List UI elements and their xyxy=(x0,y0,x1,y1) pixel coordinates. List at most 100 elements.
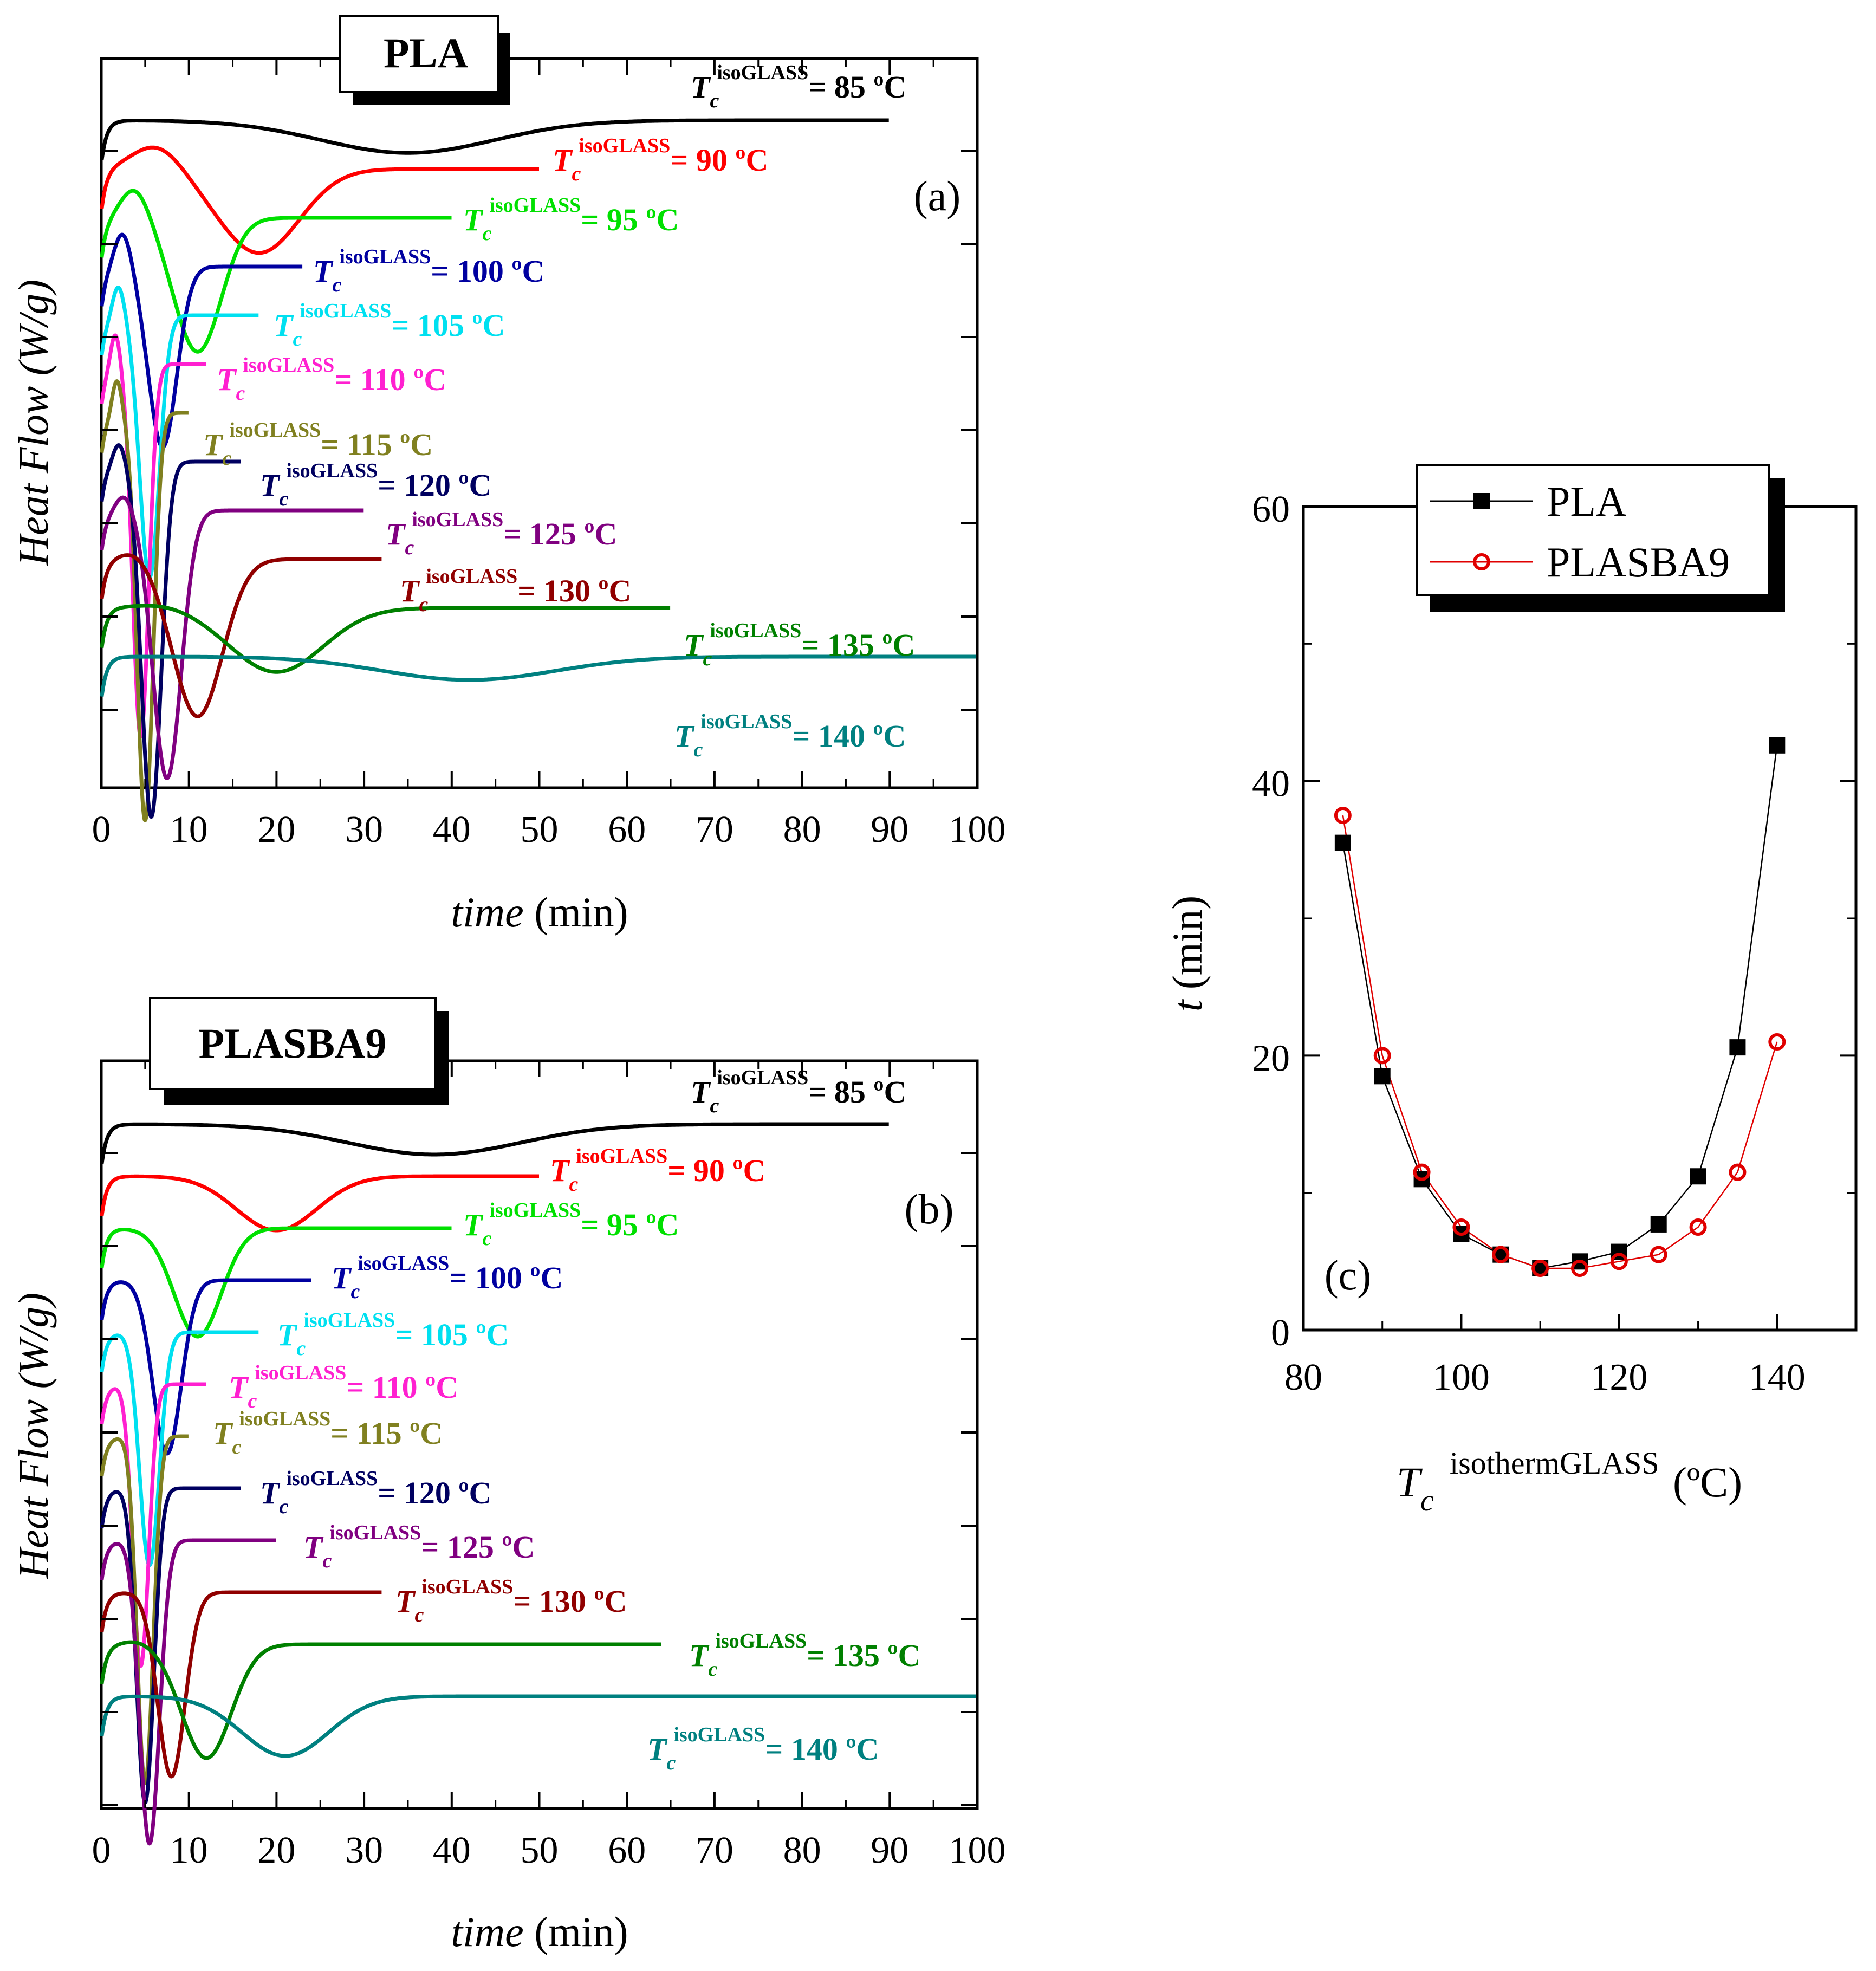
curve-label-sub: c xyxy=(296,1337,306,1360)
x-tick-label-c: 120 xyxy=(1591,1357,1647,1398)
axes-c: 80 100 120 140 0 20 40 60 xyxy=(1252,489,1857,1398)
curve-label-symbol: T xyxy=(553,142,573,178)
plot-frame-c xyxy=(1302,505,1858,1332)
curve-label-symbol: T xyxy=(684,627,704,663)
curve-label: Tc isoGLASS= 125 ºC xyxy=(303,1521,535,1572)
curve-label-sub: c xyxy=(332,274,341,296)
curve-label: Tc isoGLASS= 110 ºC xyxy=(229,1361,458,1412)
curve-label-sup: isoGLASS xyxy=(339,245,431,268)
x-tick-label: 70 xyxy=(696,1830,733,1871)
curve-label-sup: isoGLASS xyxy=(239,1408,330,1430)
curve-label: Tc isoGLASS= 115 ºC xyxy=(203,419,433,470)
x-tick-label: 50 xyxy=(521,809,559,851)
curve-label-value: = 110 ºC xyxy=(334,362,446,397)
curve-label-sup: isoGLASS xyxy=(579,134,670,157)
curve-label-sup: isoGLASS xyxy=(300,300,391,322)
legend-label: PLASBA9 xyxy=(1547,539,1730,586)
curve-label-value: = 140 ºC xyxy=(792,718,906,754)
x-tick-label: 10 xyxy=(170,809,208,851)
dsc-curve xyxy=(100,1174,541,1233)
curve-label-sub: c xyxy=(322,1549,332,1572)
curve-label-sup: isoGLASS xyxy=(303,1309,395,1332)
x-tick-label: 20 xyxy=(257,1830,295,1871)
data-point-pla xyxy=(1690,1168,1706,1185)
curve-label-sup: isoGLASS xyxy=(489,1199,581,1222)
y-tick-label-c: 60 xyxy=(1252,489,1290,530)
curve-label-symbol: T xyxy=(260,468,281,503)
dsc-curve xyxy=(100,1278,313,1456)
curve-label: Tc isoGLASS= 100 ºC xyxy=(332,1252,563,1303)
curve-label-sub: c xyxy=(279,1495,288,1518)
curve-label: Tc isoGLASS= 105 ºC xyxy=(274,300,505,351)
curve-label-sub: c xyxy=(703,647,712,670)
curve-label: Tc isoGLASS= 100 ºC xyxy=(313,245,544,296)
x-tick-label: 10 xyxy=(170,1830,208,1871)
dsc-curve xyxy=(100,654,977,697)
dsc-curve xyxy=(100,1434,190,1785)
curve-label-sup: isoGLASS xyxy=(710,619,801,642)
curve-label-symbol: T xyxy=(274,308,294,343)
curve-label-symbol: T xyxy=(647,1732,668,1767)
curve-label-symbol: T xyxy=(260,1475,281,1510)
x-tick-label: 40 xyxy=(433,809,471,851)
x-tick-label: 30 xyxy=(345,809,383,851)
panel-letter-c: (c) xyxy=(1325,1252,1372,1299)
y-axis-label-c: t (min) xyxy=(1164,896,1211,1012)
curve-label-symbol: T xyxy=(463,202,484,237)
legend-label: PLA xyxy=(1547,478,1626,525)
curve-label-sub: c xyxy=(232,1436,241,1458)
dsc-curve xyxy=(100,1486,243,1805)
curve-label-symbol: T xyxy=(313,254,334,289)
curve-label-sub: c xyxy=(569,1173,578,1196)
curve-label-sub: c xyxy=(414,1604,424,1626)
curve-label-symbol: T xyxy=(463,1207,484,1242)
curve-label-symbol: T xyxy=(395,1584,416,1619)
x-tick-label-c: 80 xyxy=(1284,1357,1322,1398)
curve-label-sup: isoGLASS xyxy=(255,1361,346,1384)
x-axis-label-b-unit: (min) xyxy=(524,1908,628,1955)
y-axis-label-c-unit: (min) xyxy=(1164,896,1211,1000)
curve-label: Tc isoGLASS= 85 ºC xyxy=(691,1066,906,1117)
curve-label-value: = 95 ºC xyxy=(581,202,679,237)
curve-label: Tc isoGLASS= 95 ºC xyxy=(463,1199,679,1250)
data-point-plasba9 xyxy=(1373,1047,1391,1065)
curve-label-sub: c xyxy=(419,593,428,616)
curve-label-value: = 130 ºC xyxy=(513,1584,627,1619)
curve-label-sup: isoGLASS xyxy=(576,1145,667,1168)
x-axis-label-c-main: T xyxy=(1397,1458,1423,1506)
curve-label-value: = 125 ºC xyxy=(503,516,617,552)
x-tick-label: 0 xyxy=(92,809,111,851)
curve-label-symbol: T xyxy=(303,1529,324,1565)
data-point-plasba9 xyxy=(1413,1163,1431,1181)
x-tick-label: 30 xyxy=(345,1830,383,1871)
x-tick-label: 60 xyxy=(608,809,646,851)
x-axis-label-a-var: time xyxy=(451,889,523,936)
panel-b: 0 10 20 30 40 50 60 70 80 90 100 TcisoGLASS= 85 ºC… xyxy=(10,997,1006,1955)
curve-label: Tc isoGLASS= 130 ºC xyxy=(395,1575,627,1626)
legend-marker-square xyxy=(1473,493,1490,509)
curve-label-sup: isoGLASS xyxy=(229,419,321,442)
curve-label-value: = 115 ºC xyxy=(330,1416,443,1451)
curve-label-value: = 120 ºC xyxy=(378,1475,491,1510)
curve-label: Tc isoGLASS= 120 ºC xyxy=(260,459,491,510)
curve-label-symbol: T xyxy=(213,1416,233,1451)
curve-label-sup: isoGLASS xyxy=(715,1630,807,1652)
curve-label-sub: c xyxy=(708,1658,717,1681)
y-axis-label-b: Heat Flow (W/g) xyxy=(10,1293,57,1580)
curve-label: Tc isoGLASS= 135 ºC xyxy=(689,1630,920,1681)
curve-label-sub: c xyxy=(350,1280,360,1303)
curve-label-sub: c xyxy=(693,738,703,761)
dsc-curve xyxy=(100,1382,207,1668)
data-point-plasba9 xyxy=(1531,1260,1549,1277)
curve-label-symbol: T xyxy=(217,362,237,397)
curve-label-sup: isoGLASS xyxy=(700,710,792,733)
data-point-plasba9 xyxy=(1610,1253,1628,1270)
curve-label-symbol: T xyxy=(229,1370,249,1405)
curves-a xyxy=(100,118,977,822)
curve-label: Tc isoGLASS= 135 ºC xyxy=(684,619,915,670)
data-point-plasba9 xyxy=(1571,1260,1588,1277)
curve-label-value: = 90 ºC xyxy=(667,1153,765,1188)
data-point-pla xyxy=(1374,1068,1391,1085)
curve-label: Tc isoGLASS= 120 ºC xyxy=(260,1467,491,1518)
